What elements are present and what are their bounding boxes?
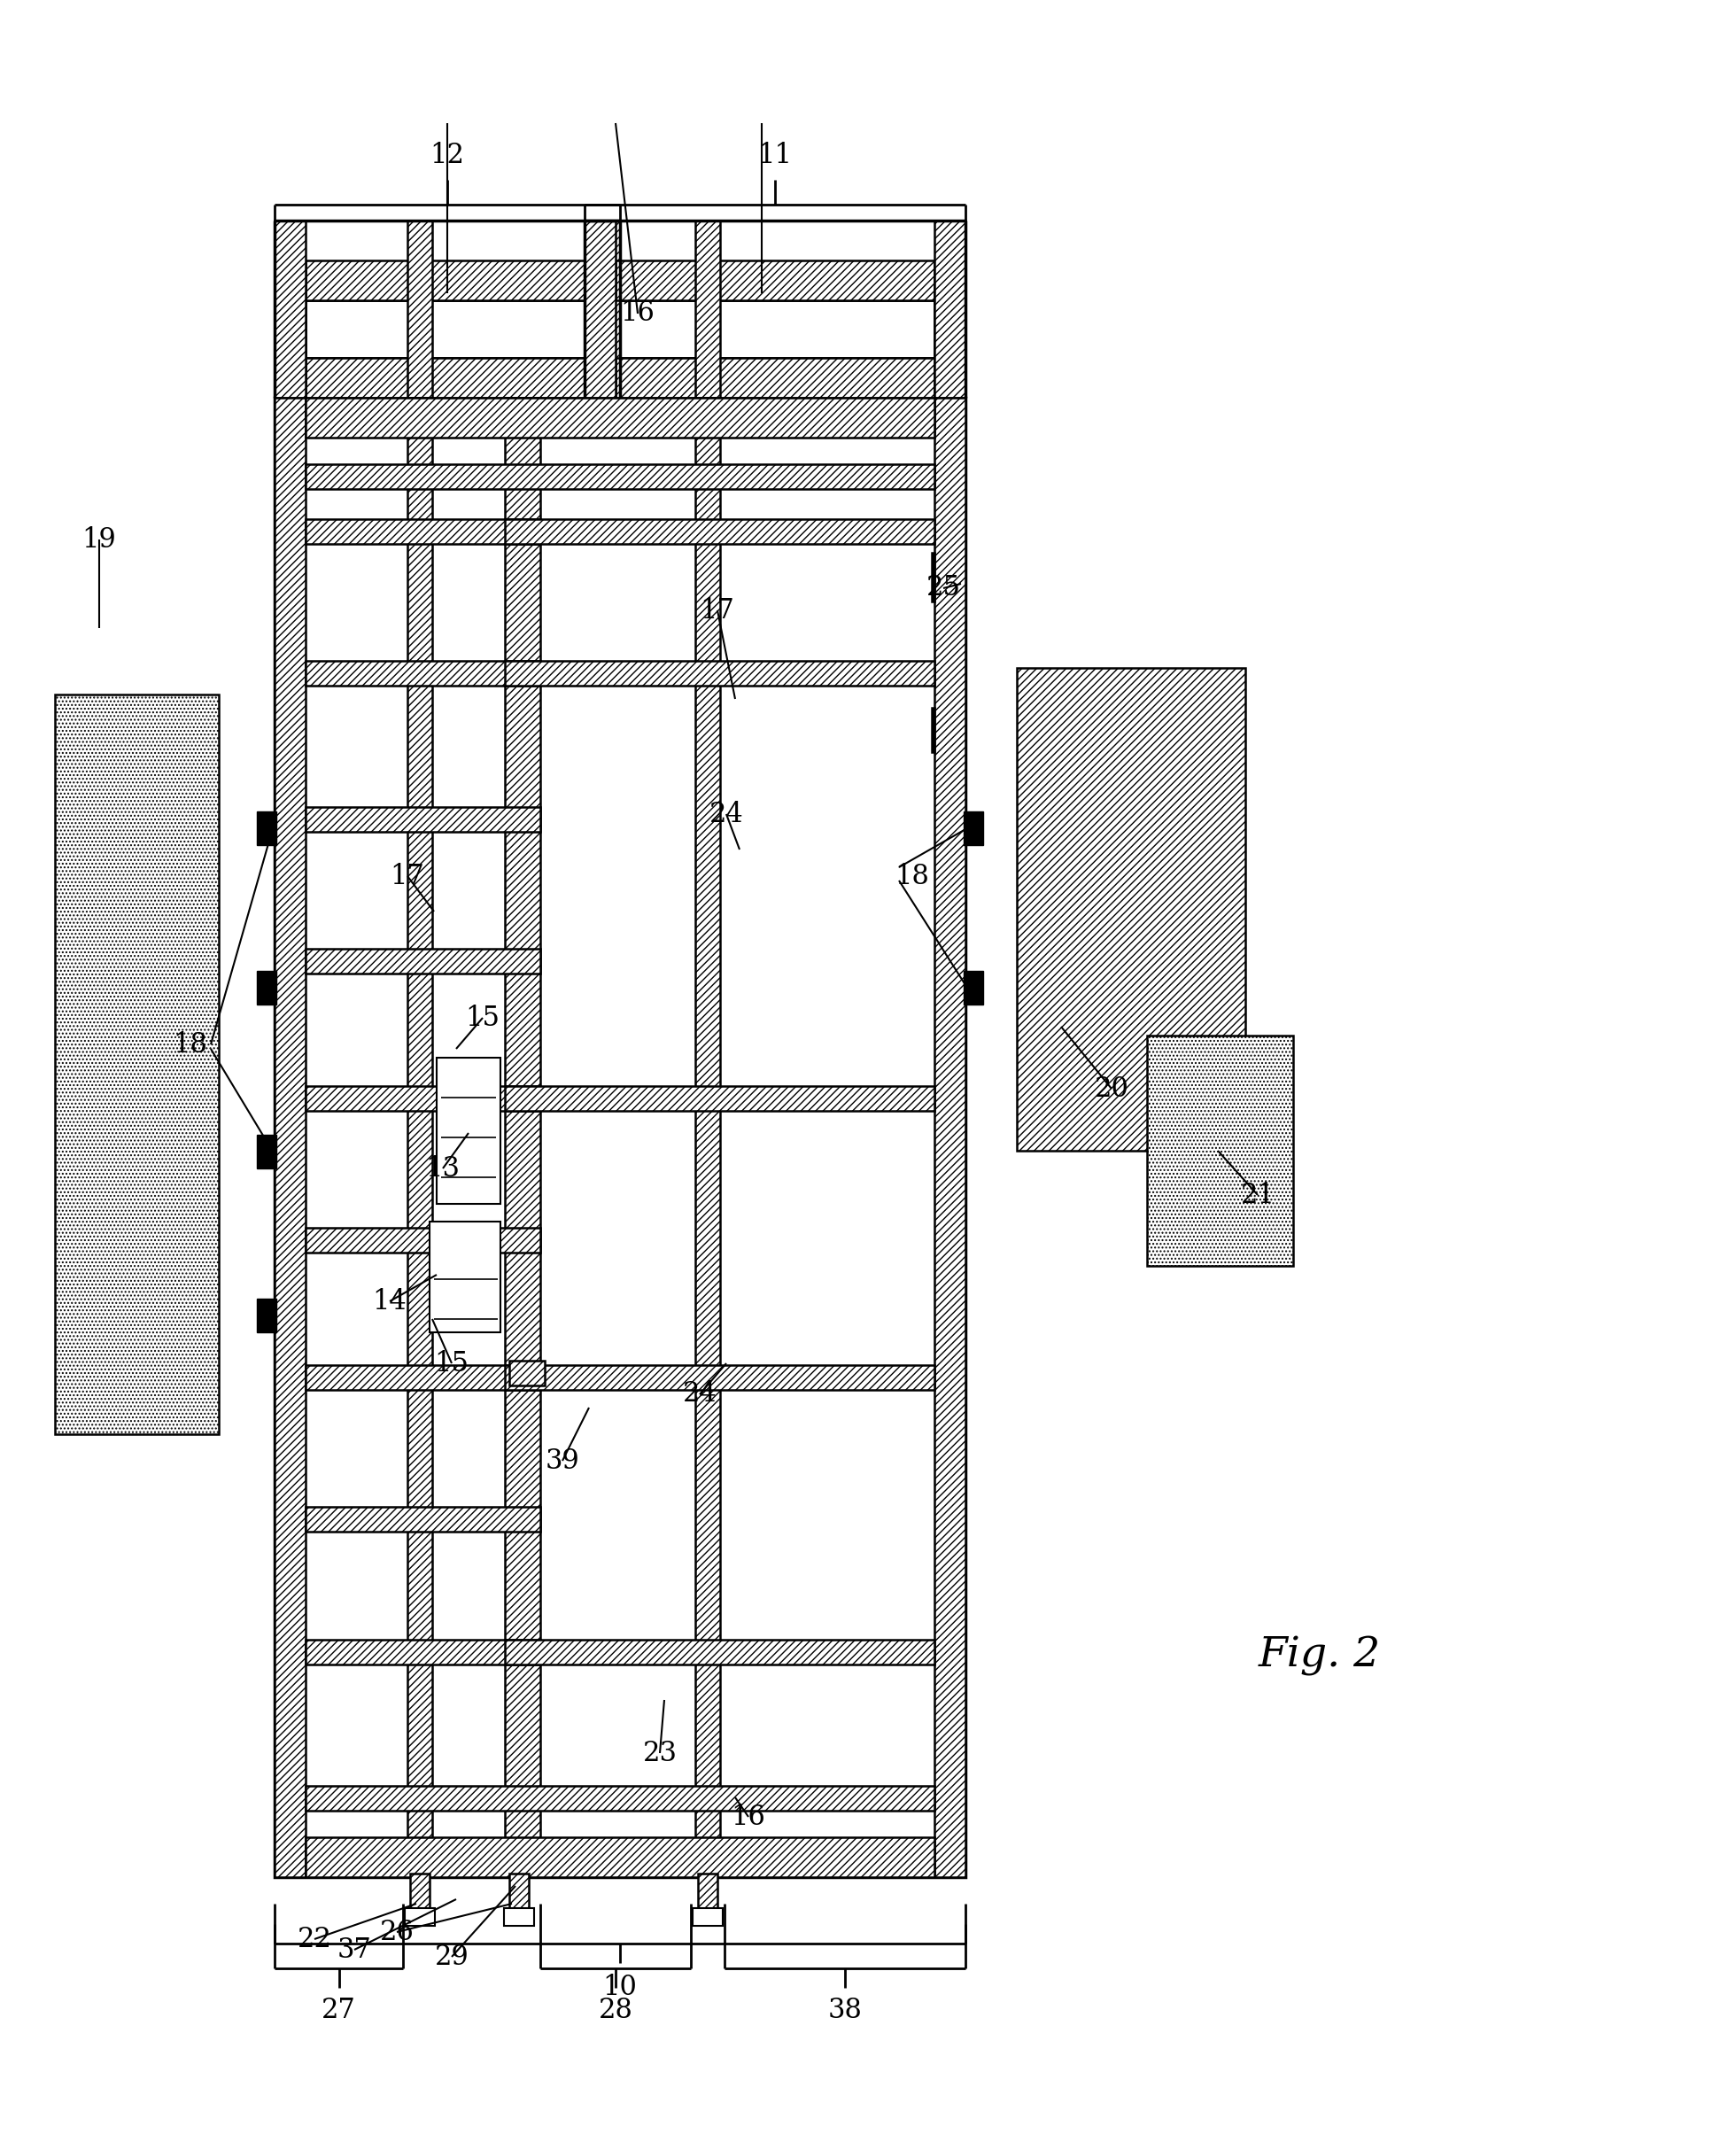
Bar (306, 1227, 540, 1253)
Text: 17: 17 (391, 862, 425, 890)
Bar (410, 1874, 429, 1910)
Bar (963, 971, 983, 1005)
Bar (306, 359, 589, 397)
Bar (505, 1086, 934, 1112)
Bar (505, 397, 540, 1878)
Bar (616, 260, 934, 301)
Bar (306, 1786, 934, 1810)
Bar (589, 220, 620, 397)
Bar (306, 301, 589, 359)
Bar (306, 1366, 540, 1389)
Bar (932, 553, 934, 602)
Bar (306, 807, 540, 832)
Text: 26: 26 (380, 1918, 413, 1946)
Text: 15: 15 (434, 1349, 469, 1376)
Bar (306, 1507, 540, 1532)
Bar (616, 359, 934, 397)
Text: 19: 19 (82, 525, 116, 553)
Text: 20: 20 (1094, 1076, 1128, 1103)
Bar (257, 1300, 276, 1332)
Bar (503, 1908, 535, 1925)
Bar (56, 694, 219, 1434)
Text: 10: 10 (602, 1974, 637, 2002)
Bar (257, 1135, 276, 1169)
Bar (306, 1639, 540, 1665)
Bar (696, 397, 720, 1878)
Text: 27: 27 (321, 1995, 356, 2023)
Text: 15: 15 (465, 1005, 500, 1031)
Text: Fig. 2: Fig. 2 (1259, 1635, 1380, 1675)
Bar (408, 220, 432, 397)
Bar (306, 465, 934, 489)
Bar (306, 1086, 540, 1112)
Text: 23: 23 (642, 1739, 677, 1767)
Bar (934, 397, 965, 1878)
Text: 28: 28 (599, 1995, 634, 2023)
Bar (306, 662, 540, 685)
Bar (437, 1058, 500, 1204)
Bar (616, 301, 934, 359)
Bar (408, 397, 432, 1878)
Bar (306, 519, 540, 544)
Bar (585, 220, 616, 397)
Bar (306, 260, 589, 301)
Bar (306, 397, 934, 437)
Bar (274, 220, 306, 397)
Text: 16: 16 (620, 301, 654, 327)
Bar (698, 1874, 717, 1910)
Text: 11: 11 (757, 141, 792, 169)
Bar (1147, 1035, 1293, 1265)
Bar (257, 971, 276, 1005)
Bar (429, 1221, 500, 1332)
Bar (505, 662, 934, 685)
Text: 39: 39 (545, 1447, 580, 1475)
Text: 22: 22 (297, 1925, 332, 1953)
Text: 13: 13 (425, 1154, 460, 1182)
Bar (505, 1639, 934, 1665)
Bar (509, 1874, 529, 1910)
Bar (306, 1837, 934, 1878)
Text: 16: 16 (731, 1803, 766, 1831)
Text: 21: 21 (1241, 1182, 1274, 1208)
Bar (257, 811, 276, 845)
Bar (404, 1908, 436, 1925)
Text: 37: 37 (337, 1936, 372, 1963)
Text: 24: 24 (682, 1381, 717, 1408)
Bar (505, 519, 934, 544)
Text: 12: 12 (431, 141, 465, 169)
Text: 24: 24 (708, 800, 743, 828)
Text: 14: 14 (373, 1287, 406, 1315)
Text: 18: 18 (896, 862, 929, 890)
Bar (963, 811, 983, 845)
Text: 18: 18 (174, 1031, 208, 1058)
Bar (696, 220, 720, 397)
Text: 17: 17 (700, 598, 734, 623)
Bar (693, 1908, 722, 1925)
Text: 38: 38 (828, 1995, 863, 2023)
Bar (934, 220, 965, 397)
Bar (306, 950, 540, 973)
Bar (1017, 668, 1245, 1150)
Bar (505, 1366, 934, 1389)
Bar (932, 708, 934, 751)
Text: 29: 29 (434, 1944, 469, 1970)
Text: 25: 25 (925, 574, 960, 602)
Bar (274, 397, 965, 1878)
Bar (274, 397, 306, 1878)
Bar (509, 1361, 545, 1385)
